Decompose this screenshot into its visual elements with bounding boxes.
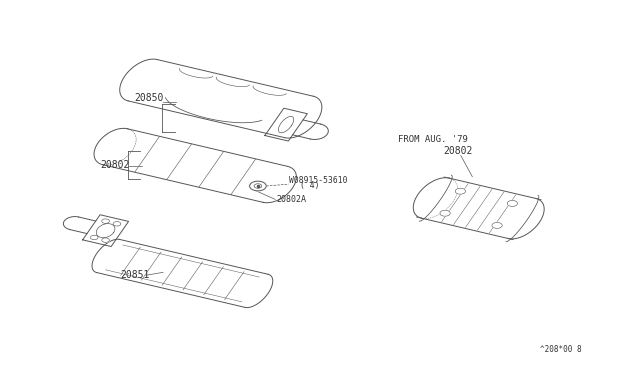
Circle shape (492, 222, 502, 228)
Text: 20802: 20802 (100, 160, 129, 170)
Text: 20850: 20850 (134, 93, 164, 103)
Circle shape (508, 201, 518, 206)
Circle shape (455, 188, 465, 194)
Circle shape (250, 181, 266, 191)
Circle shape (440, 210, 450, 216)
Text: 20802A: 20802A (276, 195, 307, 204)
Circle shape (102, 219, 109, 223)
Circle shape (90, 235, 98, 240)
Text: FROM AUG. '79: FROM AUG. '79 (398, 135, 468, 144)
Text: ( 4): ( 4) (300, 181, 319, 190)
Circle shape (113, 222, 121, 226)
Circle shape (102, 238, 109, 243)
Text: ^208*00 8: ^208*00 8 (540, 344, 581, 353)
Text: 20802: 20802 (443, 146, 472, 156)
Text: W08915-53610: W08915-53610 (289, 176, 348, 185)
Text: 20851: 20851 (120, 269, 150, 279)
